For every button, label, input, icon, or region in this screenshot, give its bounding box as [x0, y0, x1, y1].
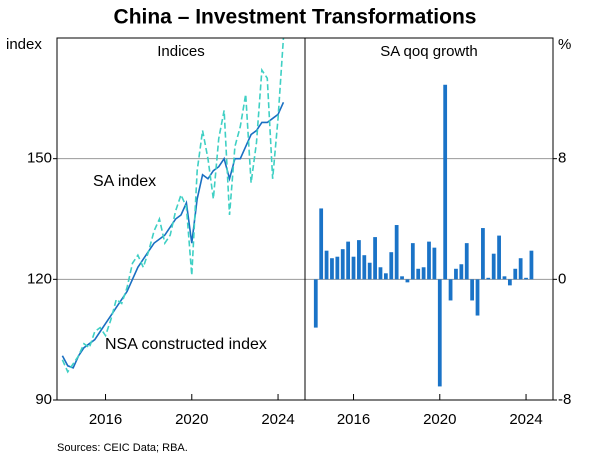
bar	[416, 268, 421, 280]
x-tick-label: 2020	[175, 411, 208, 428]
source: Sources: CEIC Data; RBA.	[57, 442, 188, 454]
bar	[507, 279, 512, 286]
bar	[491, 253, 496, 280]
y-axis-label: index	[6, 36, 42, 53]
bar	[502, 276, 507, 280]
bar	[357, 240, 361, 280]
bar	[448, 279, 453, 301]
y-tick-label: 150	[27, 150, 52, 167]
bar	[346, 241, 351, 280]
bar	[410, 243, 415, 280]
x-tick-label: 2020	[423, 411, 456, 428]
bar	[459, 264, 464, 280]
bar	[389, 252, 394, 280]
x-tick-label: 2024	[509, 411, 542, 428]
y-tick-label: 90	[35, 391, 52, 408]
bar	[378, 267, 383, 280]
bar	[513, 268, 518, 280]
series-label: NSA constructed index	[105, 336, 267, 353]
y-axis-label: %	[558, 36, 571, 53]
bar	[335, 256, 340, 280]
bar	[470, 279, 475, 301]
x-tick-label: 2024	[261, 411, 294, 428]
bar	[373, 237, 377, 280]
bar	[400, 276, 404, 280]
series-label: SA index	[93, 173, 156, 190]
bar	[454, 268, 458, 280]
chart-title: China – Investment Transformations	[114, 6, 477, 29]
bar	[475, 279, 480, 316]
bar	[518, 258, 523, 280]
bar	[437, 279, 442, 387]
bar	[394, 225, 399, 280]
bar	[443, 84, 448, 280]
x-tick-label: 2016	[89, 411, 122, 428]
bar	[383, 273, 388, 280]
y-tick-label: 8	[558, 150, 566, 167]
y-tick-label: 120	[27, 270, 52, 287]
bar	[324, 250, 329, 280]
series-line	[61, 37, 285, 374]
y-tick-label: 0	[558, 270, 566, 287]
series-line	[61, 102, 285, 369]
panel-title: SA qoq growth	[380, 43, 478, 60]
bar	[529, 250, 534, 280]
bar	[481, 228, 485, 280]
bar	[432, 247, 437, 280]
bar	[340, 249, 345, 280]
x-tick-label: 2016	[337, 411, 370, 428]
bar	[362, 255, 367, 280]
bar	[497, 235, 501, 280]
bar	[319, 208, 324, 280]
bar	[486, 277, 491, 280]
bar	[367, 262, 372, 280]
bar	[464, 243, 469, 280]
bar	[427, 241, 431, 280]
bar	[524, 277, 528, 280]
bar	[405, 279, 410, 283]
bar	[313, 279, 318, 328]
bar	[421, 267, 426, 280]
panel-title: Indices	[157, 43, 205, 60]
bar	[351, 256, 356, 280]
y-tick-label: -8	[558, 391, 571, 408]
bar	[330, 258, 334, 280]
